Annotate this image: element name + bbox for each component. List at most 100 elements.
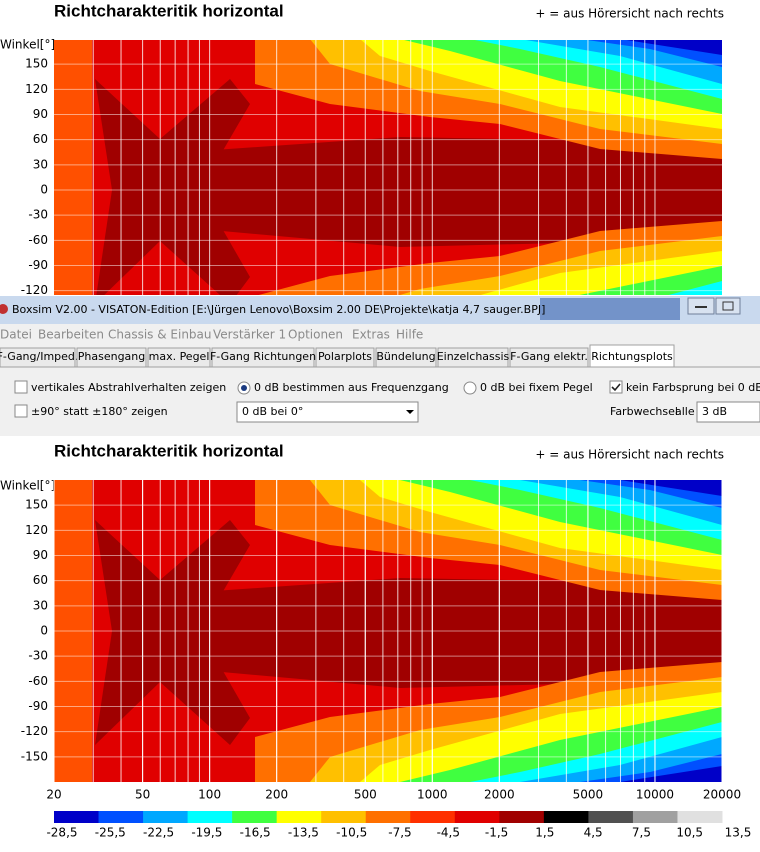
bottom-title: Richtcharakteritik horizontal <box>54 441 284 460</box>
y-tick-label: 150 <box>25 57 48 71</box>
y-tick-label: 0 <box>40 183 48 197</box>
y-tick-label: 0 <box>40 624 48 638</box>
top-title: Richtcharakteritik horizontal <box>54 1 284 20</box>
colorbar-label: 10,5 <box>676 826 703 840</box>
minimize-icon <box>695 306 707 308</box>
colorbar-swatch <box>410 811 456 823</box>
colorbar-swatch <box>232 811 278 823</box>
maximize-button[interactable] <box>715 297 741 315</box>
y-tick-label: -90 <box>28 699 48 713</box>
colorbar-swatch <box>143 811 189 823</box>
tab[interactable] <box>211 347 315 368</box>
x-tick-label: 20000 <box>703 788 741 802</box>
menu-item[interactable]: Datei <box>0 328 32 342</box>
colorbar-label: -22,5 <box>143 826 174 840</box>
colorbar-label: 13,5 <box>725 826 752 840</box>
tab[interactable] <box>437 347 509 368</box>
tab[interactable] <box>76 347 147 368</box>
menu-item[interactable]: Verstärker 1 <box>213 328 286 342</box>
option-label: vertikales Abstrahlverhalten zeigen <box>31 381 226 394</box>
menu-item[interactable]: Hilfe <box>396 328 423 342</box>
y-tick-label: 60 <box>33 573 48 587</box>
colorbar-label: -10,5 <box>336 826 367 840</box>
x-tick-label: 10000 <box>636 788 674 802</box>
maximize-icon <box>722 301 734 311</box>
bottom-note: + = aus Hörersicht nach rechts <box>535 448 724 462</box>
y-tick-label: 30 <box>33 598 48 612</box>
colorbar-swatch <box>365 811 411 823</box>
colorbar-swatch <box>588 811 634 823</box>
x-tick-label: 100 <box>198 788 221 802</box>
colorbar-label: -16,5 <box>240 826 271 840</box>
y-tick-label: 60 <box>33 132 48 146</box>
tab-label: Polarplots <box>318 350 372 363</box>
tab-label: F-Gang/Imped. <box>0 350 78 363</box>
colorbar-swatch <box>187 811 233 823</box>
window-title: Boxsim V2.00 - VISATON-Edition [E:\Jürge… <box>12 303 545 316</box>
option-label: 0 dB bestimmen aus Frequenzgang <box>254 381 449 394</box>
tab[interactable] <box>315 347 375 368</box>
x-tick-label: 20 <box>46 788 61 802</box>
colorbar-swatch <box>276 811 322 823</box>
tab[interactable] <box>147 347 211 368</box>
y-tick-label: -60 <box>28 233 48 247</box>
y-tick-label: -120 <box>21 724 48 738</box>
colorbar-label: 4,5 <box>584 826 603 840</box>
menu-item[interactable]: Optionen <box>288 328 343 342</box>
y-tick-label: 90 <box>33 548 48 562</box>
select-value: 0 dB bei 0° <box>242 405 303 418</box>
checkbox[interactable] <box>609 380 623 394</box>
x-tick-label: 2000 <box>484 788 515 802</box>
select[interactable] <box>236 401 419 423</box>
colorbar-label: -1,5 <box>485 826 508 840</box>
checkbox[interactable] <box>14 380 28 394</box>
y-tick-label: -30 <box>28 649 48 663</box>
top-note: + = aus Hörersicht nach rechts <box>535 7 724 21</box>
checkmark <box>611 383 621 392</box>
tab-label: Richtungsplots <box>591 350 673 363</box>
radio[interactable] <box>463 381 477 395</box>
y-tick-label: -150 <box>21 749 48 763</box>
colorbar-swatch <box>454 811 500 823</box>
option-label: 0 dB bei fixem Pegel <box>480 381 593 394</box>
radio-dot <box>241 385 247 391</box>
y-tick-label: 120 <box>25 82 48 96</box>
menu-item[interactable]: Chassis & Einbau <box>108 328 212 342</box>
app-icon <box>0 304 8 314</box>
tab-label: F-Gang Richtungen <box>210 350 316 363</box>
y-tick-label: 90 <box>33 107 48 121</box>
select[interactable] <box>696 401 760 423</box>
tab[interactable] <box>375 347 437 368</box>
tab[interactable] <box>0 347 76 368</box>
y-tick-label: -60 <box>28 674 48 688</box>
x-tick-label: 5000 <box>573 788 604 802</box>
menu-item[interactable]: Extras <box>352 328 390 342</box>
colorbar-label: -13,5 <box>288 826 319 840</box>
x-tick-label: 1000 <box>417 788 448 802</box>
tab[interactable] <box>589 344 675 368</box>
y-tick-label: 30 <box>33 157 48 171</box>
tab[interactable] <box>509 347 589 368</box>
colorbar-label: -25,5 <box>95 826 126 840</box>
title-bar-glow <box>540 298 680 320</box>
option-label: alle <box>675 405 695 418</box>
colorbar-swatch <box>632 811 678 823</box>
x-tick-label: 200 <box>265 788 288 802</box>
y-tick-label: -90 <box>28 258 48 272</box>
option-label: ±90° statt ±180° zeigen <box>31 405 168 418</box>
colorbar-label: 7,5 <box>632 826 651 840</box>
menu-item[interactable]: Bearbeiten <box>38 328 104 342</box>
tab-label: Bündelung <box>376 350 435 363</box>
colorbar-swatch <box>543 811 589 823</box>
colorbar-label: -7,5 <box>388 826 411 840</box>
top-heatmap <box>54 40 722 295</box>
colorbar-swatch <box>321 811 367 823</box>
x-tick-label: 50 <box>135 788 150 802</box>
checkbox[interactable] <box>14 404 28 418</box>
tab-label: Phasengang <box>78 350 146 363</box>
tab-label: F-Gang elektr. <box>510 350 588 363</box>
select-arrow <box>406 410 414 414</box>
y-tick-label: -30 <box>28 208 48 222</box>
colorbar-swatch <box>677 811 723 823</box>
